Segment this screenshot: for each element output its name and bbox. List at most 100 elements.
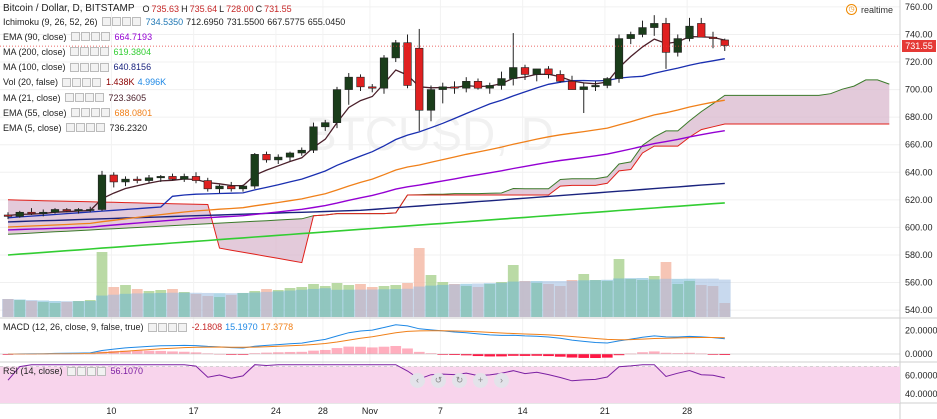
macd-histogram-bar <box>719 354 731 355</box>
zoom-in-button[interactable]: + <box>473 373 488 388</box>
visibility-icon[interactable] <box>65 123 75 133</box>
time-tick-label: 28 <box>318 406 328 416</box>
indicator-controls[interactable] <box>69 47 109 57</box>
macd-histogram-bar <box>284 351 296 354</box>
legend-row[interactable]: EMA (55, close) 688.0801 <box>3 105 345 120</box>
add-icon[interactable] <box>99 62 109 72</box>
indicator-controls[interactable] <box>101 17 141 27</box>
candle-body <box>544 68 553 75</box>
indicator-controls[interactable] <box>70 32 110 42</box>
macd-histogram-bar <box>648 351 660 354</box>
settings-icon[interactable] <box>74 93 84 103</box>
visibility-icon[interactable] <box>69 47 79 57</box>
settings-icon[interactable] <box>111 17 121 27</box>
add-icon[interactable] <box>95 123 105 133</box>
settings-icon[interactable] <box>79 62 89 72</box>
macd-histogram-bar <box>613 354 625 356</box>
volume-ma-bar <box>671 278 684 317</box>
remove-icon[interactable] <box>90 108 100 118</box>
indicator-controls[interactable] <box>64 93 104 103</box>
add-icon[interactable] <box>100 32 110 42</box>
indicator-controls[interactable] <box>65 123 105 133</box>
visibility-icon[interactable] <box>62 77 72 87</box>
indicator-controls[interactable] <box>70 108 110 118</box>
reset-chart-button[interactable]: ↻ <box>452 373 467 388</box>
legend-row[interactable]: MA (100, close) 640.8156 <box>3 60 345 75</box>
macd-histogram-bar <box>531 354 543 356</box>
add-icon[interactable] <box>100 108 110 118</box>
volume-ma-bar <box>248 292 261 317</box>
remove-icon[interactable] <box>82 77 92 87</box>
candle-body <box>368 86 377 89</box>
pane-legend-value: -2.1808 <box>191 322 223 332</box>
add-icon[interactable] <box>99 47 109 57</box>
rewind-button[interactable]: ↺ <box>431 373 446 388</box>
legend-row[interactable]: Ichimoku (9, 26, 52, 26) 734.5350 712.6950… <box>3 14 345 29</box>
visibility-icon[interactable] <box>66 366 76 376</box>
scroll-left-button[interactable]: ‹ <box>410 373 425 388</box>
remove-icon[interactable] <box>90 32 100 42</box>
macd-histogram-bar <box>496 354 507 357</box>
legend-row[interactable]: EMA (90, close) 664.7193 <box>3 29 345 44</box>
indicator-controls[interactable] <box>147 322 187 332</box>
visibility-icon[interactable] <box>70 108 80 118</box>
settings-icon[interactable] <box>80 108 90 118</box>
legend-name: EMA (55, close) <box>3 107 67 118</box>
add-icon[interactable] <box>92 77 102 87</box>
volume-ma-bar <box>577 280 590 317</box>
indicator-controls[interactable] <box>69 62 109 72</box>
price-tick-label: 540.00 <box>905 305 933 315</box>
remove-icon[interactable] <box>84 93 94 103</box>
visibility-icon[interactable] <box>147 322 157 332</box>
candle-body <box>227 185 236 190</box>
indicator-legend: Ichimoku (9, 26, 52, 26) 734.5350 712.6950… <box>3 14 345 136</box>
legend-row[interactable]: MA (21, close) 723.3605 <box>3 90 345 105</box>
legend-value: 723.3605 <box>108 92 147 103</box>
remove-icon[interactable] <box>121 17 131 27</box>
macd-histogram-bar <box>237 354 249 355</box>
settings-icon[interactable] <box>75 123 85 133</box>
candle-body <box>650 23 659 28</box>
candle-body <box>520 67 530 75</box>
legend-row[interactable]: EMA (5, close) 736.2320 <box>3 120 345 135</box>
settings-icon[interactable] <box>157 322 167 332</box>
add-icon[interactable] <box>131 17 141 27</box>
indicator-controls[interactable] <box>62 77 102 87</box>
volume-bars <box>2 248 731 317</box>
legend-value: 655.0450 <box>307 16 346 27</box>
add-icon[interactable] <box>96 366 106 376</box>
candle-body <box>74 209 83 212</box>
candle-body <box>426 89 436 111</box>
realtime-indicator[interactable]: ◷ realtime <box>846 4 893 15</box>
remove-icon[interactable] <box>89 62 99 72</box>
add-icon[interactable] <box>94 93 104 103</box>
settings-icon[interactable] <box>72 77 82 87</box>
candle-body <box>144 177 154 181</box>
legend-row[interactable]: MA (200, close) 619.3804 <box>3 44 345 59</box>
candle-body <box>579 86 588 90</box>
visibility-icon[interactable] <box>69 62 79 72</box>
visibility-icon[interactable] <box>64 93 74 103</box>
macd-legend: MACD (12, 26, close, 9, false, true) -2.1… <box>3 322 293 332</box>
ohlc-key: O <box>142 3 150 14</box>
remove-icon[interactable] <box>85 123 95 133</box>
settings-icon[interactable] <box>80 32 90 42</box>
candle-body <box>238 185 248 190</box>
settings-icon[interactable] <box>79 47 89 57</box>
remove-icon[interactable] <box>89 47 99 57</box>
legend-row[interactable]: Vol (20, false) 1.438K 4.996K <box>3 75 345 90</box>
volume-ma-bar <box>613 278 625 317</box>
candle-body <box>532 68 541 75</box>
volume-ma-bar <box>448 284 461 317</box>
remove-icon[interactable] <box>86 366 96 376</box>
remove-icon[interactable] <box>167 322 177 332</box>
visibility-icon[interactable] <box>70 32 80 42</box>
settings-icon[interactable] <box>76 366 86 376</box>
indicator-controls[interactable] <box>66 366 106 376</box>
candle-body <box>344 76 353 90</box>
visibility-icon[interactable] <box>101 17 111 27</box>
macd-histogram-bar <box>167 351 178 354</box>
scroll-right-button[interactable]: › <box>494 373 509 388</box>
add-icon[interactable] <box>177 322 187 332</box>
